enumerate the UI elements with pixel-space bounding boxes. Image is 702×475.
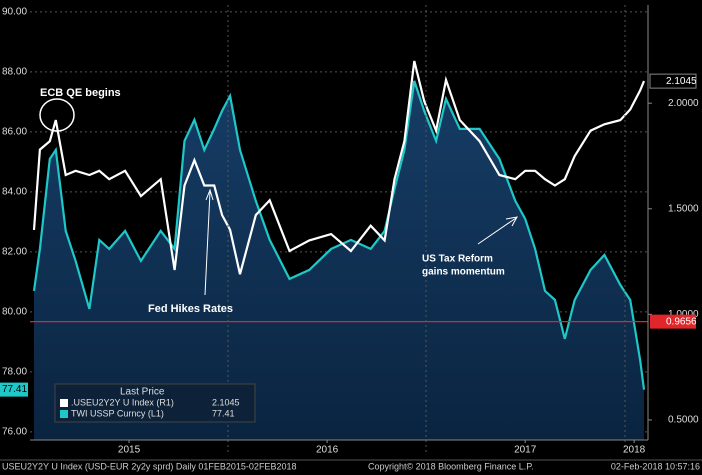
last-value-label: 77.41 (2, 384, 27, 395)
y2-tick-label: 1.0000 (668, 309, 699, 320)
legend-value: 2.1045 (212, 397, 240, 407)
y-tick-label: 90.00 (2, 7, 27, 18)
annotation-arrow (205, 188, 214, 201)
annotation: gains momentum (422, 267, 505, 278)
x-tick-label: 2015 (118, 445, 141, 456)
legend-title: Last Price (120, 387, 165, 398)
legend-box (54, 383, 256, 423)
y2-tick-label: 2.0000 (668, 98, 699, 109)
annotation-arrow (505, 216, 518, 227)
y-tick-label: 88.00 (2, 67, 27, 78)
annotation-arrow (477, 217, 517, 245)
reference-label: 0.9656 (666, 316, 697, 327)
area (33, 80, 645, 441)
reference-box (650, 314, 696, 329)
x-tick-label: 2016 (316, 445, 339, 456)
last-value-box (649, 73, 697, 89)
series-line (32, 60, 646, 275)
y2-tick-label: 1.5000 (668, 203, 699, 214)
y-tick-label: 82.00 (2, 247, 27, 258)
y-tick-label: 78.00 (2, 367, 27, 378)
annotation: US Tax Reform (422, 254, 493, 265)
series-line (32, 80, 646, 390)
y-tick-label: 80.00 (2, 307, 27, 318)
annotation: Fed Hikes Rates (148, 303, 233, 315)
footer: USEU2Y2Y U Index (USD-EUR 2y2y sprd) Dai… (2, 461, 296, 471)
last-value-box (0, 382, 28, 397)
legend-label: TWI USSP Curncy (L1) (71, 408, 164, 418)
footer: Copyright© 2018 Bloomberg Finance L.P. (368, 461, 534, 471)
annotation: ECB QE begins (40, 87, 121, 99)
legend-swatch (60, 410, 68, 418)
legend-label: .USEU2Y2Y U Index (R1) (71, 397, 174, 407)
y2-tick-label: 0.5000 (668, 415, 699, 426)
legend-value: 77.41 (212, 408, 235, 418)
y-tick-label: 76.00 (2, 427, 27, 438)
annotation-arrow (204, 191, 211, 296)
x-tick-label: 2018 (623, 445, 646, 456)
annotation-circle (39, 98, 75, 132)
footer: 02-Feb-2018 10:57:16 (611, 461, 700, 471)
y-tick-label: 84.00 (2, 187, 27, 198)
x-tick-label: 2017 (514, 445, 537, 456)
legend-swatch (60, 399, 68, 407)
y-tick-label: 86.00 (2, 127, 27, 138)
legend: Last Price .USEU2Y2Y U Index (R1) 2.1045… (54, 383, 256, 423)
last-value-label: 2.1045 (666, 76, 697, 87)
